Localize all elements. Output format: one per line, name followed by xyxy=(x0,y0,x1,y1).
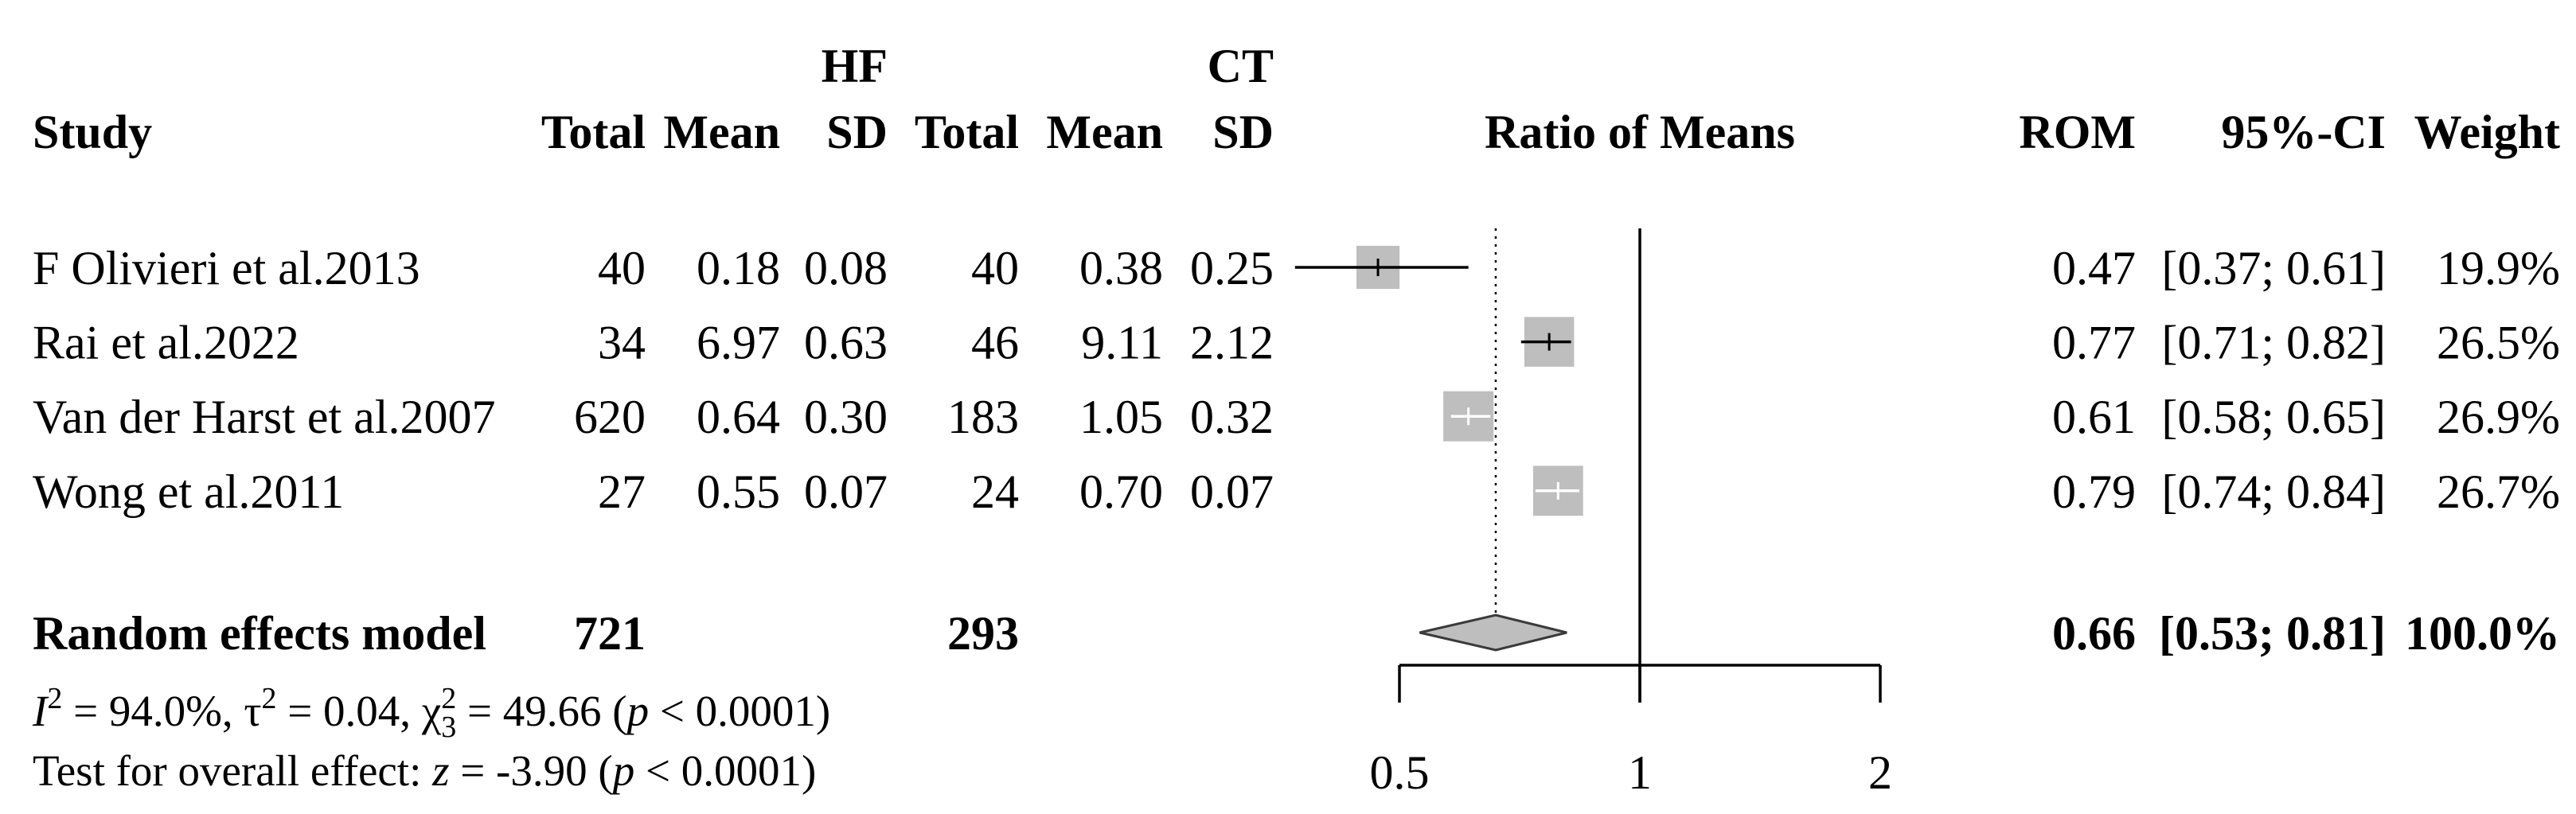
study-marker xyxy=(1520,317,1575,367)
hf-mean: 6.97 xyxy=(697,317,780,369)
chi-value: = 49.66 ( xyxy=(456,687,626,735)
ct-total: 183 xyxy=(947,391,1019,443)
ct-total: 24 xyxy=(971,465,1019,518)
hf-mean: 0.55 xyxy=(697,465,780,518)
hf-mean: 0.64 xyxy=(697,391,780,443)
pooled-label: Random effects model xyxy=(33,607,486,660)
overall-effect-test: Test for overall effect: z = -3.90 (p < … xyxy=(33,746,816,795)
study-name: Van der Harst et al.2007 xyxy=(33,391,495,443)
rom-value: 0.47 xyxy=(2052,242,2136,294)
pooled-weight: 100.0% xyxy=(2405,607,2560,660)
pooled-diamond xyxy=(1419,613,1567,652)
ct-sd: 0.07 xyxy=(1190,465,1274,518)
het-p-value: < 0.0001) xyxy=(649,687,830,735)
ci-value: [0.71; 0.82] xyxy=(2161,317,2386,369)
overall-p-value: < 0.0001) xyxy=(634,746,816,795)
i2-superscript: 2 xyxy=(47,682,62,715)
ct-mean-header: Mean xyxy=(1046,106,1163,158)
tau-symbol: τ xyxy=(244,687,261,735)
hf-sd: 0.07 xyxy=(804,465,888,518)
ct-sd: 0.25 xyxy=(1190,242,1274,294)
study-marker xyxy=(1294,245,1469,290)
ct-mean: 9.11 xyxy=(1081,317,1163,369)
ct-sd-header: SD xyxy=(1212,106,1274,158)
plot-marks xyxy=(1294,245,1583,652)
heterogeneity-statistics: I2 = 94.0%, τ2 = 0.04, χ2 3 = 49.66 (p < … xyxy=(32,682,830,744)
ct-group-label: CT xyxy=(1208,40,1274,92)
x-tick-label: 0.5 xyxy=(1370,746,1430,799)
pooled-row: Random effects model 721 293 0.66 [0.53;… xyxy=(33,607,2560,660)
x-tick-label: 2 xyxy=(1868,746,1892,799)
ci-header: 95%-CI xyxy=(2221,106,2386,158)
hf-group-label: HF xyxy=(822,40,888,92)
chi-subscript: 3 xyxy=(441,711,456,744)
pooled-rom: 0.66 xyxy=(2052,607,2136,660)
study-marker xyxy=(1443,391,1494,442)
hf-sd: 0.30 xyxy=(804,391,888,443)
i2-value: = 94.0%, xyxy=(62,687,244,735)
rom-value: 0.77 xyxy=(2052,317,2136,369)
study-column-header: Study xyxy=(33,106,152,158)
chi-superscript: 2 xyxy=(441,682,456,715)
ci-value: [0.58; 0.65] xyxy=(2161,391,2386,443)
study-marker xyxy=(1532,465,1583,516)
hf-sd: 0.63 xyxy=(804,317,888,369)
weight-header: Weight xyxy=(2414,106,2560,158)
pooled-ct-total: 293 xyxy=(947,607,1019,660)
het-p-symbol: p xyxy=(624,687,650,735)
weight-value: 26.7% xyxy=(2437,465,2560,518)
hf-total: 620 xyxy=(574,391,646,443)
chi-symbol: χ xyxy=(421,687,442,735)
study-rows: F Olivieri et al.2013 40 0.18 0.08 40 0.38 0.2… xyxy=(33,242,2560,518)
z-value: = -3.90 ( xyxy=(450,746,613,795)
ct-mean: 0.38 xyxy=(1079,242,1163,294)
ci-value: [0.74; 0.84] xyxy=(2161,465,2386,518)
hf-mean: 0.18 xyxy=(697,242,780,294)
weight-value: 26.5% xyxy=(2437,317,2560,369)
tau-value: = 0.04, xyxy=(277,687,422,735)
study-row: Wong et al.2011 27 0.55 0.07 24 0.70 0.07 0.79 [… xyxy=(33,465,2560,518)
ct-total-header: Total xyxy=(915,106,1019,158)
hf-total: 40 xyxy=(598,242,646,294)
weight-value: 26.9% xyxy=(2437,391,2560,443)
ci-value: [0.37; 0.61] xyxy=(2161,242,2386,294)
rom-value: 0.61 xyxy=(2052,391,2136,443)
rom-header: ROM xyxy=(2019,106,2136,158)
weight-value: 19.9% xyxy=(2437,242,2560,294)
hf-mean-header: Mean xyxy=(663,106,780,158)
ct-mean: 0.70 xyxy=(1079,465,1163,518)
rom-value: 0.79 xyxy=(2052,465,2136,518)
overall-p-symbol: p xyxy=(610,746,635,795)
hf-sd-header: SD xyxy=(826,106,888,158)
i2-symbol: I xyxy=(32,687,49,735)
table-header: HF CT Study Total Mean SD Total Mean SD … xyxy=(33,40,2560,158)
tau-superscript: 2 xyxy=(262,682,277,715)
study-name: F Olivieri et al.2013 xyxy=(33,242,420,294)
ct-sd: 2.12 xyxy=(1190,317,1274,369)
ct-sd: 0.32 xyxy=(1190,391,1274,443)
pooled-ci: [0.53; 0.81] xyxy=(2159,607,2386,660)
hf-total-header: Total xyxy=(541,106,646,158)
ct-total: 46 xyxy=(971,317,1019,369)
hf-total: 34 xyxy=(598,317,646,369)
study-name: Rai et al.2022 xyxy=(33,317,299,369)
study-row: Rai et al.2022 34 6.97 0.63 46 9.11 2.12 0.77 [0… xyxy=(33,317,2560,369)
study-row: F Olivieri et al.2013 40 0.18 0.08 40 0.38 0.2… xyxy=(33,242,2560,294)
x-tick-label: 1 xyxy=(1628,746,1652,799)
study-row: Van der Harst et al.2007 620 0.64 0.30 183 1.… xyxy=(33,391,2560,443)
study-name: Wong et al.2011 xyxy=(33,465,344,518)
x-axis-title: Ratio of Means xyxy=(1485,106,1795,158)
ct-total: 40 xyxy=(971,242,1019,294)
hf-sd: 0.08 xyxy=(804,242,888,294)
overall-test-label: Test for overall effect: xyxy=(33,746,432,795)
pooled-hf-total: 721 xyxy=(574,607,646,660)
ct-mean: 1.05 xyxy=(1079,391,1163,443)
hf-total: 27 xyxy=(598,465,646,518)
z-symbol: z xyxy=(431,746,449,795)
plot-axis: 0.5 1 2 xyxy=(1370,228,1892,799)
